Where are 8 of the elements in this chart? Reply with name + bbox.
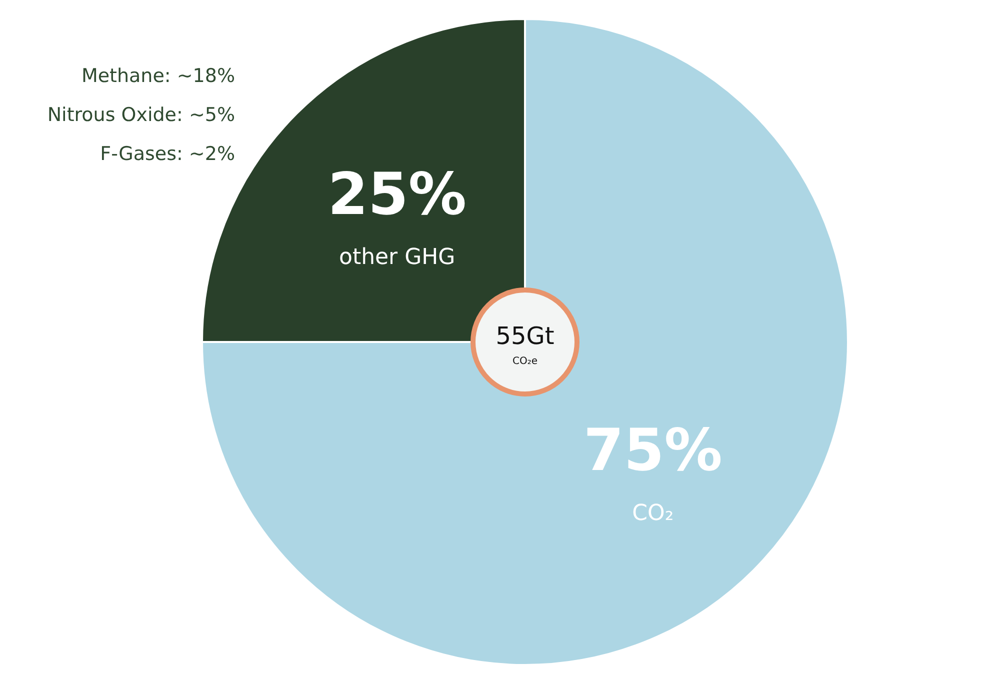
- data-label: 75%: [583, 416, 722, 484]
- text: Nitrous Oxide: ~5%: [47, 104, 235, 126]
- data-label: 25%: [328, 160, 467, 228]
- text: F-Gases: ~2%: [100, 143, 235, 165]
- slice-label: CO₂: [632, 500, 674, 526]
- text: 55Gt CO₂e: [496, 322, 554, 367]
- slice-label: other GHG: [338, 245, 456, 270]
- text: Methane: ~18%: [81, 65, 235, 87]
